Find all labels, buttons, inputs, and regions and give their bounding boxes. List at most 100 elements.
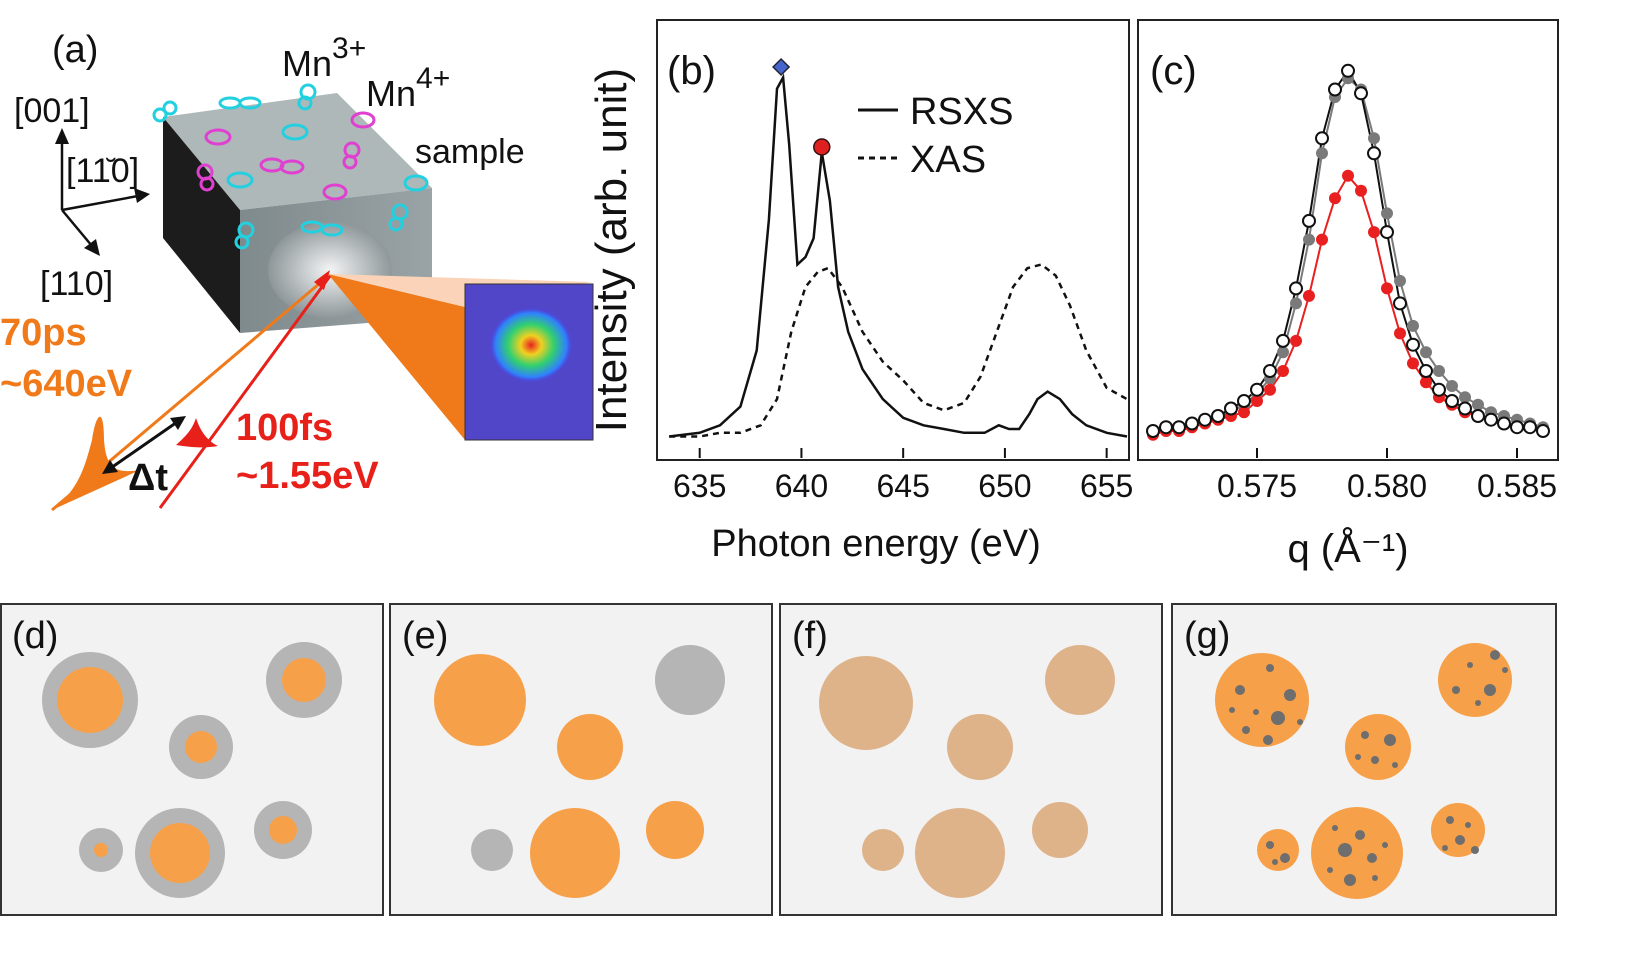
panel-d-label: (d) [12,615,58,657]
mn3-orbital-icon [234,221,255,250]
mn3-orbital-icon [403,174,429,192]
sample-label: sample [415,133,525,171]
panel-c-ticks: 0.575 0.580 0.585 [1217,448,1557,504]
mn4-orbital-icon [350,111,376,129]
x-tick-label: 635 [673,468,726,504]
data-point-filled-gray [1316,147,1328,160]
data-point-open-black [1484,412,1498,427]
panel-b-ylabel: Intensity (arb. unit) [587,68,636,432]
data-point-open-black [1315,131,1329,146]
data-point-filled-red [1394,327,1406,340]
series-xas-line [669,263,1128,438]
panel-c-label: (c) [1150,49,1197,93]
data-point-open-black [1237,394,1251,408]
panel-f: (f) [779,603,1163,916]
data-point-filled-gray [1277,346,1289,359]
panel-b-chart: (b) Intensity (arb. unit) Photon energy … [587,19,1133,565]
particle-orange [646,801,704,859]
particle [915,808,1005,898]
axis-label-1-10: [11̆0] [66,152,139,190]
particle-dots [1229,650,1508,886]
mn4-orbital-icon [322,183,348,201]
scattered-beam-cone-top [328,274,592,307]
particle [1215,653,1309,747]
particle-core [282,658,326,702]
fit-line-open-black [1152,68,1544,432]
particle [1438,643,1512,717]
data-point-filled-red [1420,376,1432,389]
mn4-orbital-icon [342,141,361,170]
x-tick-label: 0.585 [1477,468,1557,504]
data-point-filled-red [1329,192,1341,205]
data-point-open-black [1211,409,1225,423]
axis-110-arrow [61,209,93,247]
data-point-open-black [1328,82,1342,97]
panel-e-label: (e) [402,615,448,657]
data-point-open-black [1445,394,1459,408]
series-rsxs-line [669,73,1128,438]
fit-line-filled-red [1152,174,1544,436]
data-point-filled-red [1238,406,1250,419]
data-point-filled-gray [1407,319,1419,332]
data-point-filled-red [1264,383,1276,396]
axis-label-110: [110] [40,265,113,303]
particle-orange [557,714,623,780]
data-point-filled-gray [1459,391,1471,404]
laser-beam [158,275,332,509]
panel-b-xlabel: Photon energy (eV) [711,523,1041,565]
particle-core [94,843,108,857]
delay-arrow [107,418,181,472]
particle-core [150,823,210,883]
mn4-orbital-icon [196,163,215,192]
laser-pulse-duration: 100fs [236,407,333,449]
mn3-orbital-icon [297,83,317,111]
mn3-orbital-icon [300,220,344,237]
panel-f-label: (f) [792,615,828,657]
x-tick-label: 645 [876,468,929,504]
particle [947,714,1013,780]
peak-marker-diamond-icon [772,57,791,77]
peak-marker-circle-icon [813,138,831,156]
data-point-open-black [1393,296,1407,311]
delay-label: Δt [128,457,168,499]
panel-b-ticks: 635 640 645 650 655 [673,448,1133,504]
delay-arrowhead-left-icon [102,460,118,474]
particle-core [185,731,217,763]
particle [1311,807,1403,899]
axis-1-10-arrow [61,194,139,212]
data-point-open-black [1497,416,1511,431]
mn4-label: Mn4+ [366,62,450,114]
panel-g-label: (g) [1184,615,1230,657]
axis-1-10-arrowhead-icon [134,188,150,203]
panel-a: (a) [001] [11̆0] [110] [0,29,594,512]
legend-xas: XAS [910,139,986,181]
x-tick-label: 655 [1080,468,1133,504]
scattered-beam-cone [328,274,465,440]
data-point-filled-red [1381,282,1393,295]
mn4-orbital-icon [204,128,232,146]
mn3-orbital-icon [388,203,409,232]
data-point-open-black [1198,412,1212,427]
data-point-filled-red [1290,334,1302,347]
data-point-filled-gray [1472,398,1484,411]
particle-gray [471,829,513,871]
data-point-open-black [1289,281,1303,296]
data-point-filled-red [1342,169,1354,182]
particle [1431,803,1485,857]
x-tick-label: 640 [775,468,828,504]
particle [1345,714,1411,780]
fit-line-filled-gray [1152,76,1544,432]
particle-core [57,667,123,733]
panel-e: (e) [389,603,773,916]
panel-c-plot-area [1146,63,1550,441]
data-point-open-black [1458,401,1472,416]
mn3-orbital-icon [152,100,178,123]
mn3-orbital-icon [226,171,254,189]
panel-c-chart: (c) 0.575 0.580 0.585 q (Å⁻¹) [1137,19,1559,571]
data-point-open-black [1224,401,1238,416]
data-point-open-black [1341,63,1355,78]
data-point-filled-gray [1394,274,1406,287]
x-tick-label: 650 [978,468,1031,504]
data-point-open-black [1159,420,1173,435]
